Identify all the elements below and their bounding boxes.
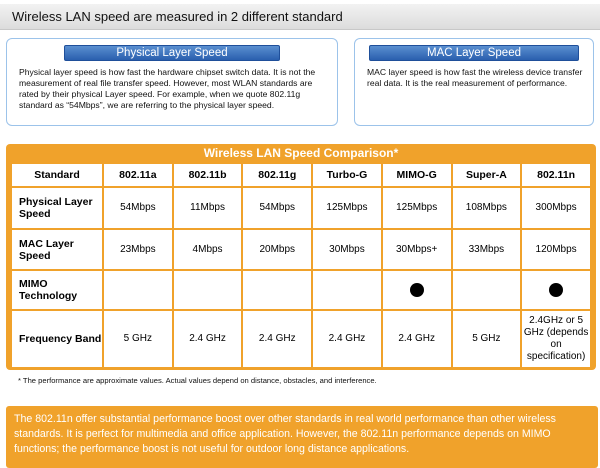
header-80211n: 802.11n <box>522 164 590 186</box>
summary-text: The 802.11n offer substantial performanc… <box>14 413 556 455</box>
physical-layer-description: Physical layer speed is how fast the har… <box>19 67 316 110</box>
table-cell: 125Mbps <box>313 188 381 228</box>
table-cell <box>243 271 312 309</box>
header-super-a: Super-A <box>452 164 521 186</box>
table-cell: 300Mbps <box>522 188 590 228</box>
table-cell: 54Mbps <box>104 188 172 228</box>
table-row: MIMO Technology <box>12 271 590 309</box>
table-cell <box>104 271 172 309</box>
physical-layer-title: Physical Layer Speed <box>64 45 280 61</box>
table-cell <box>452 271 521 309</box>
table-cell <box>313 271 381 309</box>
table-cell: 33Mbps <box>452 230 521 269</box>
speed-comparison-panel: Wireless LAN Speed Comparison* Standard … <box>6 144 596 370</box>
speed-comparison-table: Standard 802.11a 802.11b 802.11g Turbo-G… <box>10 162 592 369</box>
table-row: MAC Layer Speed 23Mbps 4Mbps 20Mbps 30Mb… <box>12 230 590 269</box>
banner: Wireless LAN speed are measured in 2 dif… <box>0 4 600 30</box>
table-cell: 11Mbps <box>173 188 242 228</box>
table-cell: 108Mbps <box>452 188 521 228</box>
table-cell <box>173 271 242 309</box>
table-cell: 20Mbps <box>243 230 312 269</box>
summary-box: The 802.11n offer substantial performanc… <box>6 406 598 468</box>
table-cell: 125Mbps <box>382 188 451 228</box>
supported-dot-icon <box>549 283 564 297</box>
table-row: Frequency Band 5 GHz 2.4 GHz 2.4 GHz 2.4… <box>12 311 590 367</box>
comparison-title: Wireless LAN Speed Comparison* <box>203 146 399 160</box>
table-cell: 54Mbps <box>243 188 312 228</box>
header-mimo-g: MIMO-G <box>382 164 451 186</box>
row-label: MAC Layer Speed <box>12 230 102 269</box>
table-cell: 23Mbps <box>104 230 172 269</box>
table-cell <box>382 271 451 309</box>
row-label: Frequency Band <box>12 311 102 367</box>
mac-layer-box: MAC Layer Speed MAC layer speed is how f… <box>354 38 594 126</box>
physical-layer-box: Physical Layer Speed Physical layer spee… <box>6 38 338 126</box>
table-cell: 2.4 GHz <box>173 311 242 367</box>
table-cell: 30Mbps+ <box>382 230 451 269</box>
table-row: Physical Layer Speed 54Mbps 11Mbps 54Mbp… <box>12 188 590 228</box>
mac-layer-title: MAC Layer Speed <box>369 45 579 61</box>
table-cell: 2.4 GHz <box>243 311 312 367</box>
header-80211a: 802.11a <box>104 164 172 186</box>
header-row: Standard 802.11a 802.11b 802.11g Turbo-G… <box>12 164 590 186</box>
supported-dot-icon <box>409 283 424 297</box>
header-80211g: 802.11g <box>243 164 312 186</box>
footnote: * The performance are approximate values… <box>18 376 377 385</box>
mac-layer-description: MAC layer speed is how fast the wireless… <box>367 67 583 88</box>
row-label: MIMO Technology <box>12 271 102 309</box>
table-cell: 30Mbps <box>313 230 381 269</box>
header-standard: Standard <box>12 164 102 186</box>
table-cell: 120Mbps <box>522 230 590 269</box>
header-80211b: 802.11b <box>173 164 242 186</box>
table-cell: 5 GHz <box>452 311 521 367</box>
banner-text: Wireless LAN speed are measured in 2 dif… <box>12 9 343 24</box>
table-cell: 5 GHz <box>104 311 172 367</box>
table-cell: 2.4 GHz <box>382 311 451 367</box>
table-cell: 4Mbps <box>173 230 242 269</box>
table-cell: 2.4GHz or 5 GHz (depends on specificatio… <box>522 311 590 367</box>
table-cell: 2.4 GHz <box>313 311 381 367</box>
table-cell <box>522 271 590 309</box>
row-label: Physical Layer Speed <box>12 188 102 228</box>
header-turbo-g: Turbo-G <box>313 164 381 186</box>
